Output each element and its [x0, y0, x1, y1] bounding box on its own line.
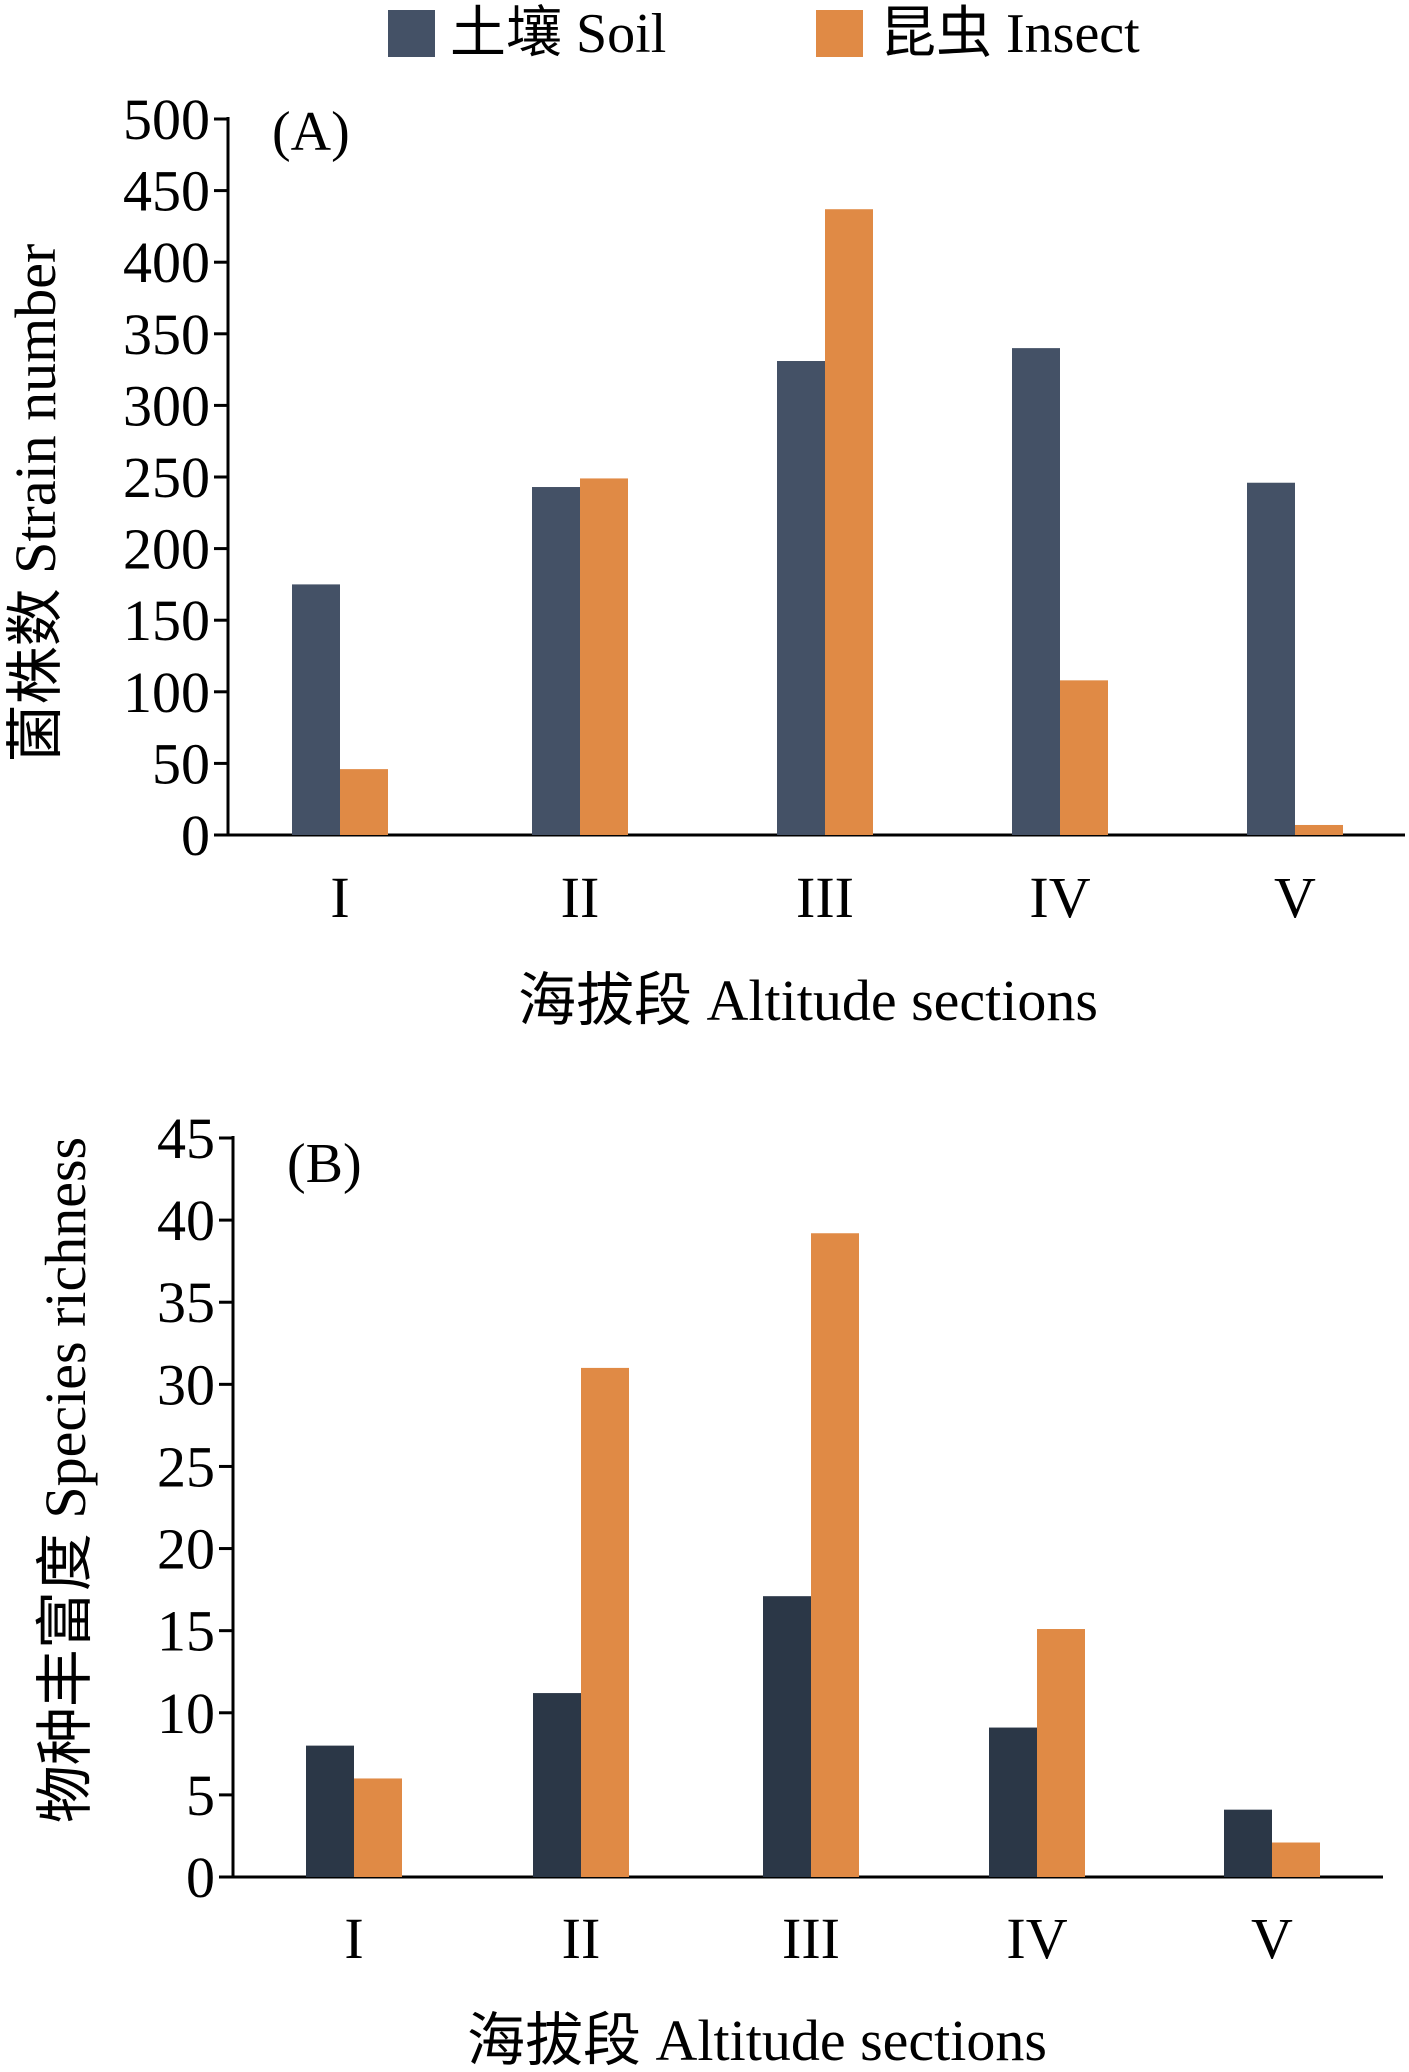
- bar-soil-II: [533, 1693, 581, 1877]
- bar-insect-III: [825, 209, 873, 835]
- bar-insect-V: [1272, 1842, 1320, 1877]
- bar-soil-V: [1247, 482, 1295, 835]
- x-tick-label: I: [344, 1906, 363, 1971]
- bar-insect-I: [354, 1778, 402, 1877]
- legend-label-insect: 昆虫 Insect: [880, 3, 1140, 65]
- bar-soil-I: [306, 1745, 354, 1877]
- y-tick-label: 500: [123, 87, 210, 152]
- y-tick-label: 5: [186, 1763, 215, 1828]
- bar-insect-IV: [1037, 1629, 1085, 1877]
- y-tick-label: 25: [157, 1434, 215, 1499]
- bar-insect-V: [1295, 824, 1343, 835]
- bar-soil-III: [777, 361, 825, 835]
- y-tick-label: 0: [181, 803, 210, 868]
- bar-insect-I: [340, 769, 388, 835]
- y-tick-label: 0: [186, 1845, 215, 1910]
- y-tick-label: 45: [157, 1106, 215, 1171]
- legend-label-soil: 土壤 Soil: [450, 3, 666, 65]
- x-tick-label: III: [796, 865, 854, 930]
- y-tick-label: 50: [152, 731, 210, 796]
- chart-panel-b: (B) 物种丰富度 Species richness 海拔段 Altitude …: [33, 1106, 1383, 2072]
- bar-insect-IV: [1060, 680, 1108, 835]
- bar-soil-IV: [1012, 348, 1060, 835]
- x-axis-title-a: 海拔段 Altitude sections: [518, 968, 1098, 1033]
- y-tick-label: 400: [123, 230, 210, 295]
- y-tick-label: 150: [123, 588, 210, 653]
- y-tick-label: 35: [157, 1270, 215, 1335]
- y-tick-label: 15: [157, 1599, 215, 1664]
- y-tick-label: 40: [157, 1188, 215, 1253]
- panel-label-a: (A): [272, 101, 350, 163]
- bar-insect-II: [580, 478, 628, 835]
- y-tick-label: 250: [123, 445, 210, 510]
- legend: 土壤 Soil 昆虫 Insect: [388, 3, 1140, 65]
- y-tick-label: 30: [157, 1352, 215, 1417]
- x-tick-label: V: [1274, 865, 1316, 930]
- bar-soil-V: [1224, 1809, 1272, 1877]
- chart-panel-a: (A) 菌株数 Strain number 海拔段 Altitude secti…: [3, 87, 1405, 1033]
- bar-soil-IV: [989, 1727, 1037, 1877]
- y-tick-label: 300: [123, 373, 210, 438]
- x-tick-label: III: [782, 1906, 840, 1971]
- bar-soil-II: [532, 487, 580, 835]
- y-tick-label: 450: [123, 159, 210, 224]
- y-tick-label: 100: [123, 660, 210, 725]
- y-axis-title-a: 菌株数 Strain number: [3, 244, 68, 763]
- x-axis-title-b: 海拔段 Altitude sections: [467, 2008, 1047, 2072]
- bar-soil-I: [292, 584, 340, 835]
- y-tick-label: 350: [123, 302, 210, 367]
- y-axis-title-b: 物种丰富度 Species richness: [33, 1137, 98, 1823]
- bar-insect-III: [811, 1233, 859, 1877]
- x-tick-label: II: [561, 865, 600, 930]
- y-tick-label: 10: [157, 1681, 215, 1746]
- x-tick-label: V: [1251, 1906, 1293, 1971]
- bar-soil-III: [763, 1596, 811, 1877]
- x-tick-label: I: [330, 865, 349, 930]
- x-tick-label: IV: [1029, 865, 1090, 930]
- y-tick-label: 20: [157, 1517, 215, 1582]
- legend-swatch-insect: [816, 10, 863, 57]
- panel-label-b: (B): [287, 1133, 362, 1195]
- y-tick-label: 200: [123, 517, 210, 582]
- x-tick-label: IV: [1006, 1906, 1067, 1971]
- bar-insect-II: [581, 1367, 629, 1877]
- legend-swatch-soil: [388, 10, 435, 57]
- x-tick-label: II: [562, 1906, 601, 1971]
